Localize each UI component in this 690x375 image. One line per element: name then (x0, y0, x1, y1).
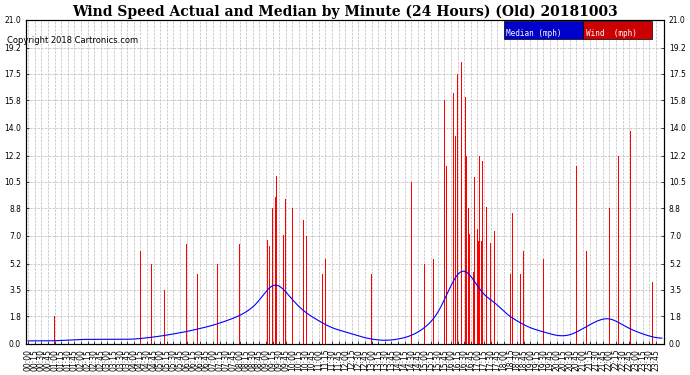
Title: Wind Speed Actual and Median by Minute (24 Hours) (Old) 20181003: Wind Speed Actual and Median by Minute (… (72, 4, 618, 18)
Text: Median (mph): Median (mph) (506, 28, 562, 38)
Text: Copyright 2018 Cartronics.com: Copyright 2018 Cartronics.com (7, 36, 138, 45)
Text: Wind  (mph): Wind (mph) (586, 28, 637, 38)
